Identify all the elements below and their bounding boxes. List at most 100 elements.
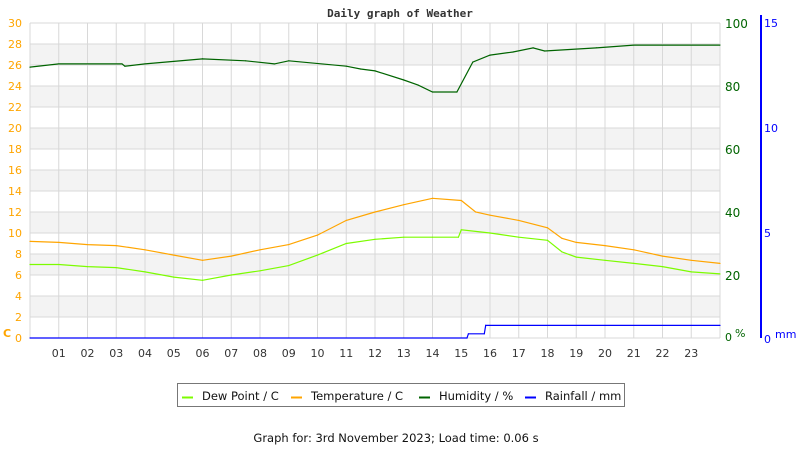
data-point: [460, 199, 462, 202]
x-tick-label: 21: [627, 347, 641, 360]
left-tick-label: 18: [8, 143, 22, 156]
x-tick-label: 05: [167, 347, 181, 360]
data-point: [561, 251, 563, 253]
legend-label: Rainfall / mm: [545, 389, 621, 403]
data-point: [489, 54, 491, 56]
humidity-tick-label: 80: [725, 80, 740, 94]
left-tick-label: 6: [15, 269, 22, 282]
data-point: [360, 68, 362, 70]
data-point: [633, 262, 635, 265]
left-tick-label: 14: [8, 185, 22, 198]
data-point: [288, 60, 290, 62]
data-point: [633, 249, 635, 251]
data-point: [121, 63, 123, 65]
data-point: [403, 236, 405, 238]
x-tick-label: 12: [368, 347, 382, 360]
data-point: [719, 262, 721, 265]
data-point: [532, 47, 534, 49]
humidity-tick-label: 40: [725, 206, 740, 220]
data-point: [431, 91, 434, 93]
left-tick-label: 8: [15, 248, 22, 261]
data-point: [259, 270, 261, 272]
data-point: [604, 259, 606, 261]
data-point: [546, 239, 549, 241]
left-tick-label: 28: [8, 38, 22, 51]
data-point: [201, 259, 204, 261]
data-point: [58, 263, 60, 266]
x-tick-label: 19: [569, 347, 583, 360]
data-point: [472, 61, 474, 63]
data-point: [719, 44, 721, 46]
left-tick-label: 22: [8, 101, 22, 114]
data-point: [201, 58, 204, 60]
data-point: [259, 249, 261, 251]
left-tick-label: 20: [8, 122, 22, 135]
data-point: [467, 333, 470, 335]
humidity-tick-label: 60: [725, 143, 740, 157]
data-point: [403, 79, 405, 81]
data-point: [719, 324, 721, 326]
data-point: [374, 238, 376, 240]
data-point: [144, 63, 146, 65]
data-point: [124, 65, 126, 67]
legend-label: Humidity / %: [439, 389, 513, 403]
data-point: [518, 219, 520, 221]
data-point: [273, 63, 275, 65]
left-tick-label: 2: [15, 311, 22, 324]
chart-title: Daily graph of Weather: [327, 7, 473, 20]
data-point: [86, 243, 89, 246]
data-point: [29, 66, 31, 68]
data-point: [546, 227, 549, 229]
series-line-rainfall: [30, 324, 720, 339]
x-tick-label: 11: [339, 347, 353, 360]
left-tick-label: 24: [8, 80, 22, 93]
legend-label: Dew Point / C: [202, 389, 279, 403]
data-point: [457, 236, 459, 238]
footer-text: Graph for: 3rd November 2023; Load time:…: [253, 431, 538, 445]
data-point: [316, 254, 319, 256]
data-point: [173, 276, 175, 278]
x-tick-label: 14: [426, 347, 440, 360]
x-tick-label: 06: [196, 347, 210, 360]
left-tick-label: 12: [8, 206, 22, 219]
data-point: [466, 337, 468, 339]
data-point: [86, 266, 89, 268]
data-point: [485, 324, 487, 326]
data-point: [403, 204, 405, 206]
x-tick-label: 01: [52, 347, 66, 360]
data-point: [544, 50, 546, 52]
humidity-axis-unit: %: [735, 327, 745, 340]
data-point: [288, 264, 290, 267]
data-point: [29, 337, 31, 339]
data-point: [230, 255, 232, 257]
rain-tick-label: 10: [764, 122, 778, 135]
data-point: [690, 259, 692, 261]
x-tick-label: 17: [512, 347, 526, 360]
x-tick-label: 16: [483, 347, 497, 360]
data-point: [144, 271, 146, 273]
legend-label: Temperature / C: [310, 389, 403, 403]
data-point: [561, 237, 563, 239]
data-point: [173, 254, 175, 256]
data-point: [661, 266, 664, 268]
data-point: [115, 245, 117, 247]
data-point: [29, 263, 31, 266]
left-tick-label: 16: [8, 164, 22, 177]
data-point: [690, 271, 692, 273]
data-point: [456, 91, 458, 93]
rain-tick-label: 15: [764, 17, 778, 30]
x-tick-label: 20: [598, 347, 612, 360]
x-tick-label: 23: [684, 347, 698, 360]
data-point: [115, 267, 117, 269]
data-point: [288, 243, 290, 246]
data-point: [201, 279, 204, 281]
data-point: [316, 234, 319, 236]
data-point: [518, 236, 520, 238]
x-tick-label: 07: [224, 347, 238, 360]
x-tick-label: 10: [311, 347, 325, 360]
humidity-tick-label: 100: [725, 17, 748, 31]
left-tick-label: 4: [15, 290, 22, 303]
data-point: [58, 241, 60, 244]
x-tick-label: 04: [138, 347, 152, 360]
